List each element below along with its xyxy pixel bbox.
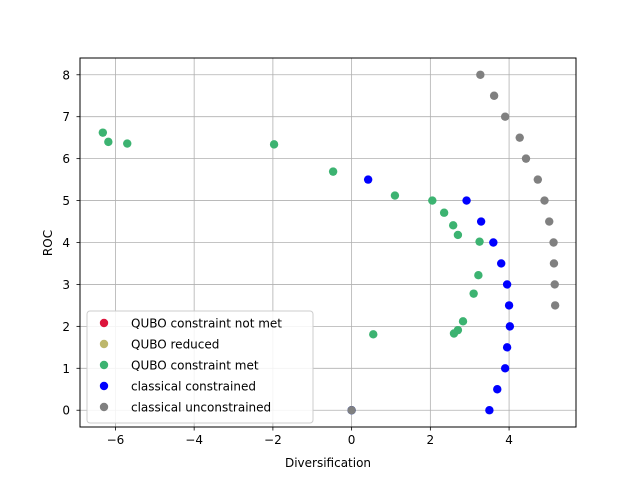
classical-constrained-point bbox=[363, 175, 373, 184]
qubo-constraint-met-point bbox=[453, 230, 463, 240]
qubo-constraint-met-point bbox=[269, 140, 279, 149]
qubo-constraint-met-point bbox=[475, 237, 484, 246]
x-tick-label: 0 bbox=[348, 433, 356, 447]
qubo-constraint-met-point bbox=[449, 329, 459, 338]
data-points bbox=[98, 70, 560, 415]
qubo-constraint-met-point bbox=[458, 317, 468, 326]
classical-constrained-point bbox=[502, 343, 512, 352]
classical-unconstrained-point bbox=[550, 280, 559, 289]
classical-unconstrained-point bbox=[515, 133, 524, 142]
legend-label: classical constrained bbox=[131, 380, 256, 394]
qubo-constraint-met-point bbox=[390, 191, 400, 200]
legend-marker bbox=[99, 360, 109, 370]
y-tick-label: 1 bbox=[62, 362, 70, 376]
classical-unconstrained-point bbox=[545, 217, 554, 226]
qubo-constraint-met-point bbox=[448, 221, 458, 230]
legend-label: QUBO constraint met bbox=[131, 359, 259, 373]
classical-unconstrained-point bbox=[489, 91, 499, 100]
y-tick-label: 5 bbox=[62, 194, 70, 208]
y-tick-label: 0 bbox=[62, 404, 70, 418]
legend-marker bbox=[99, 318, 109, 328]
classical-constrained-point bbox=[476, 217, 486, 226]
classical-unconstrained-point bbox=[476, 70, 485, 79]
x-tick-label: −4 bbox=[185, 433, 203, 447]
classical-unconstrained-point bbox=[521, 154, 531, 163]
legend-marker bbox=[99, 402, 109, 412]
classical-constrained-point bbox=[485, 406, 494, 415]
classical-unconstrained-point bbox=[347, 406, 356, 415]
legend-marker bbox=[99, 339, 109, 349]
qubo-constraint-met-point bbox=[428, 196, 437, 205]
qubo-constraint-met-point bbox=[474, 271, 483, 280]
classical-constrained-point bbox=[505, 322, 515, 331]
legend: QUBO constraint not met QUBO reduced QUBO … bbox=[86, 310, 314, 424]
classical-unconstrained-point bbox=[550, 301, 560, 310]
y-axis-label: ROC bbox=[41, 230, 55, 256]
classical-constrained-point bbox=[489, 238, 498, 247]
axis-ticks: −6 −4 −2 0 2 4 0 1 2 3 4 5 6 7 8 bbox=[62, 68, 513, 447]
x-axis-label: Diversification bbox=[285, 456, 371, 470]
classical-constrained-point bbox=[500, 364, 510, 373]
classical-unconstrained-point bbox=[549, 238, 558, 247]
classical-unconstrained-point bbox=[500, 112, 510, 121]
legend-box bbox=[86, 310, 314, 424]
qubo-constraint-met-point bbox=[328, 167, 338, 176]
classical-constrained-point bbox=[462, 196, 471, 205]
x-tick-label: −6 bbox=[107, 433, 125, 447]
qubo-constraint-met-point bbox=[98, 128, 108, 137]
classical-constrained-point bbox=[493, 385, 502, 394]
legend-label: classical unconstrained bbox=[131, 401, 271, 415]
x-tick-label: −2 bbox=[264, 433, 282, 447]
y-tick-label: 8 bbox=[62, 68, 70, 82]
classical-unconstrained-point bbox=[540, 196, 549, 205]
y-tick-label: 3 bbox=[62, 278, 70, 292]
y-tick-label: 2 bbox=[62, 320, 70, 334]
x-tick-label: 2 bbox=[427, 433, 435, 447]
classical-constrained-point bbox=[497, 259, 506, 268]
legend-marker bbox=[99, 381, 109, 391]
legend-label: QUBO reduced bbox=[131, 338, 219, 352]
qubo-constraint-met-point bbox=[469, 289, 478, 298]
x-tick-label: 4 bbox=[505, 433, 513, 447]
legend-label: QUBO constraint not met bbox=[131, 317, 282, 331]
y-tick-label: 7 bbox=[62, 110, 70, 124]
classical-constrained-point bbox=[504, 301, 514, 310]
y-tick-label: 6 bbox=[62, 152, 70, 166]
qubo-constraint-met-point bbox=[369, 330, 378, 339]
qubo-constraint-met-point bbox=[123, 139, 132, 148]
y-tick-label: 4 bbox=[62, 236, 70, 250]
qubo-constraint-met-point bbox=[439, 208, 449, 217]
classical-unconstrained-point bbox=[533, 175, 543, 184]
classical-constrained-point bbox=[502, 280, 512, 289]
qubo-constraint-met-point bbox=[104, 137, 113, 147]
classical-unconstrained-point bbox=[549, 259, 559, 268]
